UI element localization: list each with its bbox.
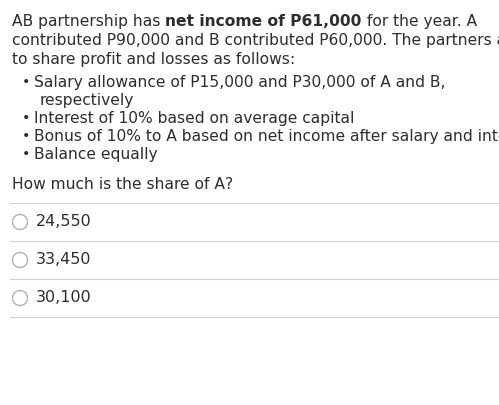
Text: Bonus of 10% to A based on net income after salary and interest: Bonus of 10% to A based on net income af… — [34, 129, 499, 144]
Text: respectively: respectively — [40, 93, 134, 108]
Text: contributed P90,000 and B contributed P60,000. The partners agree: contributed P90,000 and B contributed P6… — [12, 33, 499, 48]
Text: •: • — [22, 129, 30, 143]
Text: •: • — [22, 75, 30, 89]
Text: Salary allowance of P15,000 and P30,000 of A and B,: Salary allowance of P15,000 and P30,000 … — [34, 75, 446, 90]
Text: net income of P61,000: net income of P61,000 — [165, 14, 362, 29]
Text: 24,550: 24,550 — [36, 215, 92, 230]
Text: •: • — [22, 147, 30, 161]
Text: 33,450: 33,450 — [36, 252, 91, 267]
Text: How much is the share of A?: How much is the share of A? — [12, 177, 233, 192]
Text: •: • — [22, 111, 30, 125]
Text: Balance equally: Balance equally — [34, 147, 158, 162]
Text: Interest of 10% based on average capital: Interest of 10% based on average capital — [34, 111, 354, 126]
Text: AB partnership has: AB partnership has — [12, 14, 165, 29]
Text: to share profit and losses as follows:: to share profit and losses as follows: — [12, 52, 295, 67]
Text: for the year. A: for the year. A — [362, 14, 477, 29]
Text: 30,100: 30,100 — [36, 290, 92, 305]
